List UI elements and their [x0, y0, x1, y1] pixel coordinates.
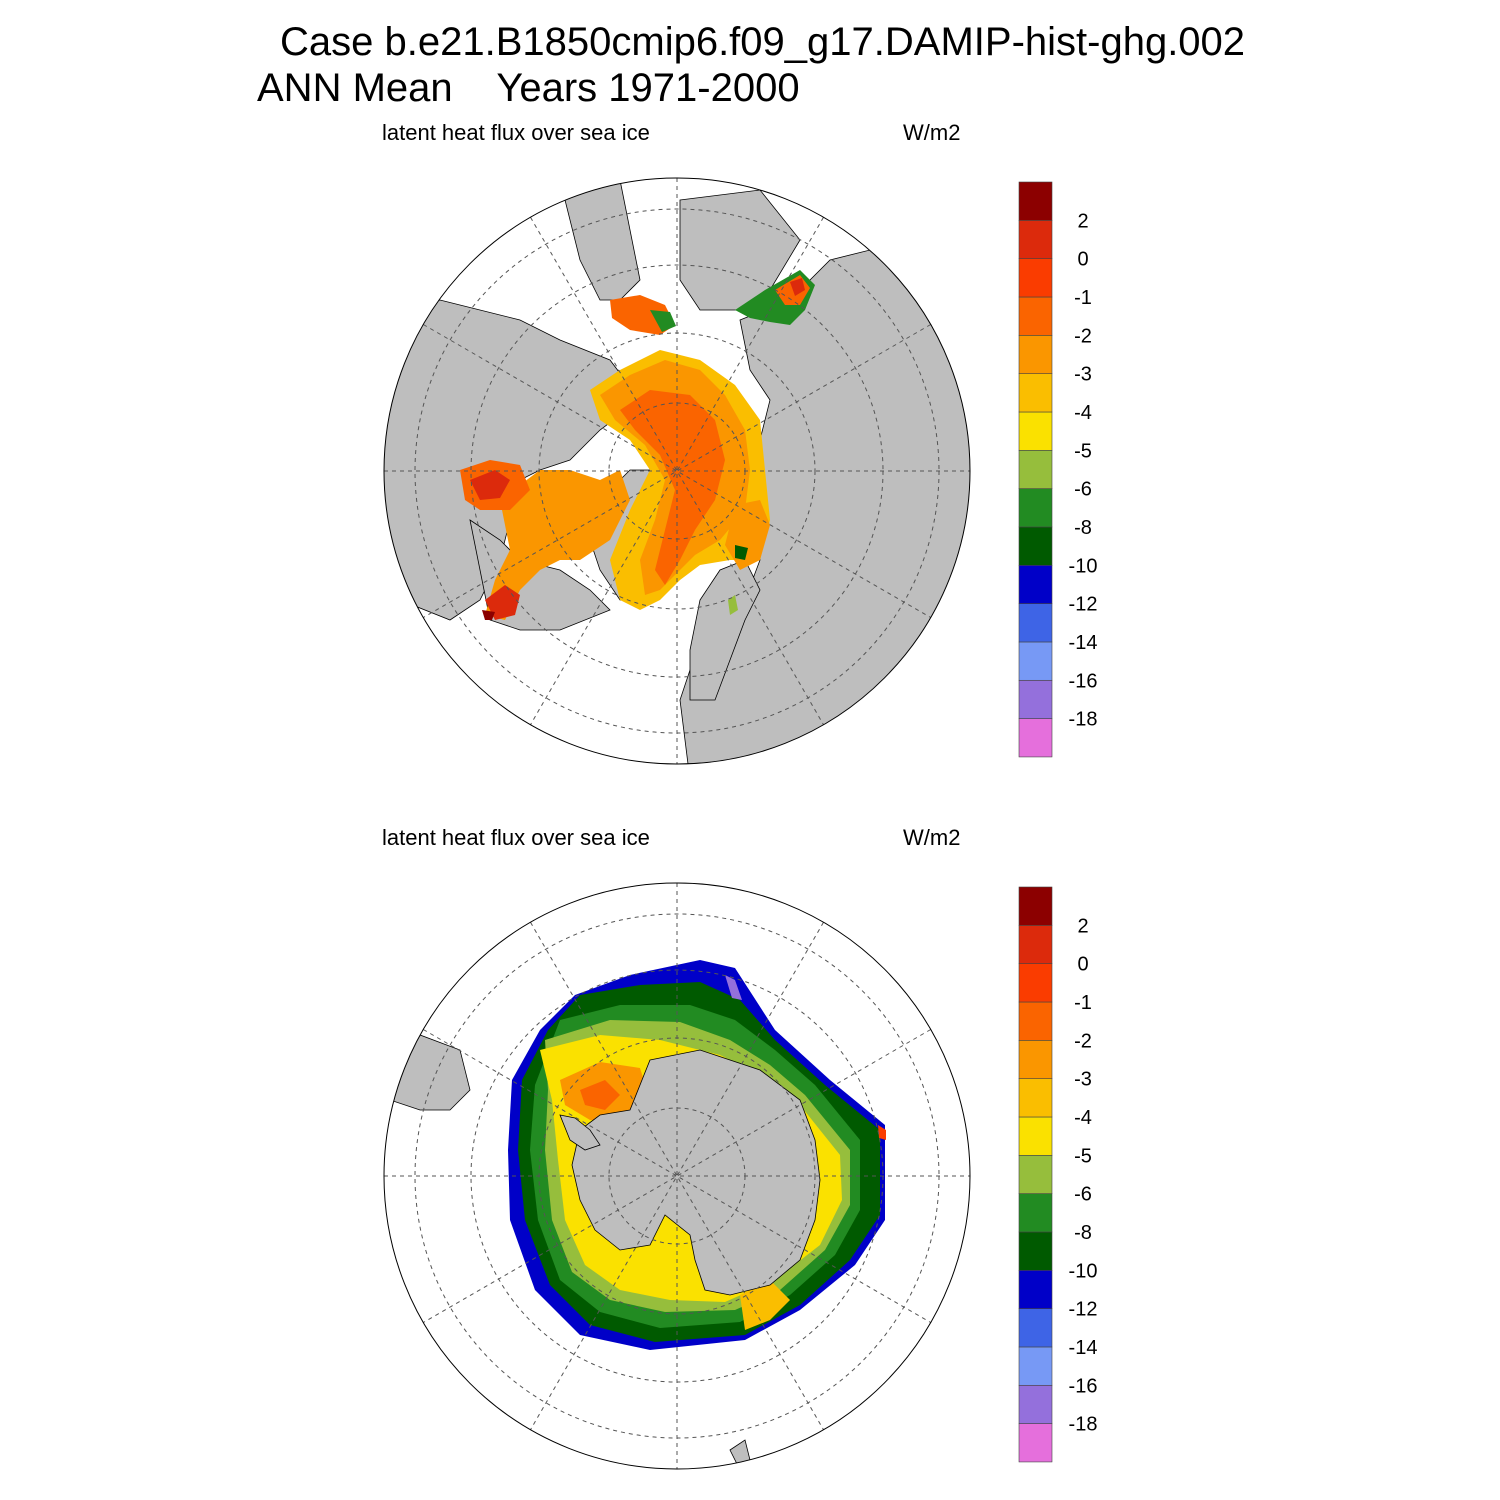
south-colorbar-bin: [1018, 1423, 1053, 1463]
south-colorbar-tick-label: -12: [1069, 1299, 1098, 1321]
north-colorbar-tick-label: -5: [1074, 440, 1092, 462]
south-colorbar-bin: [1018, 1231, 1053, 1271]
north-graticule: [384, 178, 970, 764]
south-colorbar-tick-label: -6: [1074, 1184, 1092, 1206]
south-colorbar-bin: [1018, 886, 1053, 926]
north-colorbar-bin: [1018, 526, 1053, 566]
south-colorbar-tick-label: -8: [1074, 1222, 1092, 1244]
south-colorbar-bin: [1018, 963, 1053, 1003]
north-colorbar-bin: [1018, 296, 1053, 336]
north-okhotsk-red: [790, 278, 805, 296]
south-colorbar-bin: [1018, 1193, 1053, 1233]
south-colorbar-tick-label: -14: [1069, 1337, 1098, 1359]
south-colorbar-bin: [1018, 1308, 1053, 1348]
south-colorbar-tick-label: -5: [1074, 1145, 1092, 1167]
north-colorbar-tick-label: -3: [1074, 364, 1092, 386]
north-colorbar-bin: [1018, 181, 1053, 221]
north-labrador-max: [482, 610, 495, 620]
north-colorbar-bin: [1018, 450, 1053, 489]
north-colorbar-bin: [1018, 411, 1053, 451]
north-map-border: [383, 177, 971, 765]
south-colorbar-tick-label: -3: [1074, 1069, 1092, 1091]
north-colorbar-bin: [1018, 488, 1053, 528]
south-colorbar-bin: [1018, 1001, 1053, 1041]
south-land-antarctic-peninsula: [559, 1114, 601, 1151]
north-colorbar-bin: [1018, 373, 1053, 413]
north-colorbar-bin: [1018, 603, 1053, 643]
north-colorbar-tick-label: -6: [1074, 479, 1092, 501]
north-colorbar: -18-16-14-12-10-8-6-5-4-3-2-102: [1018, 181, 1098, 758]
north-colorbar-tick-label: -2: [1074, 325, 1092, 347]
south-colorbar-bin: [1018, 1384, 1053, 1424]
north-hudson-core: [470, 470, 510, 500]
north-colorbar-tick-label: -8: [1074, 517, 1092, 539]
north-colorbar-tick-label: -1: [1074, 287, 1092, 309]
north-colorbar-bin: [1018, 220, 1053, 259]
south-colorbar-bin: [1018, 1078, 1053, 1118]
north-colorbar-tick-label: -18: [1069, 709, 1098, 731]
north-colorbar-tick-label: -12: [1069, 594, 1098, 616]
south-colorbar-tick-label: -4: [1074, 1107, 1092, 1129]
north-units-label: W/m2: [903, 120, 961, 145]
figure-title-period: ANN Mean Years 1971-2000: [257, 66, 800, 110]
south-colorbar-tick-label: -10: [1069, 1260, 1098, 1282]
north-colorbar-bin: [1018, 641, 1053, 681]
north-colorbar-tick-label: 0: [1077, 249, 1088, 271]
north-baffin-ice: [485, 470, 630, 620]
south-colorbar-bin: [1018, 1346, 1053, 1386]
north-land-scandinavia: [689, 559, 761, 701]
south-weddell-core: [580, 1080, 620, 1110]
north-colorbar-tick-label: -10: [1069, 555, 1098, 577]
north-colorbar-tick-label: -14: [1069, 632, 1098, 654]
north-colorbar-bin: [1018, 258, 1053, 298]
north-sea-ice-field: [460, 270, 815, 620]
north-colorbar-tick-label: 2: [1077, 210, 1088, 232]
north-barents-green: [735, 545, 748, 560]
north-bering-green: [650, 310, 676, 332]
south-map-border: [383, 882, 971, 1470]
north-colorbar-bin: [1018, 718, 1053, 758]
south-colorbar-tick-label: -16: [1069, 1375, 1098, 1397]
south-variable-label: latent heat flux over sea ice: [382, 825, 650, 850]
north-variable-label: latent heat flux over sea ice: [382, 120, 650, 145]
south-units-label: W/m2: [903, 825, 961, 850]
north-colorbar-tick-label: -16: [1069, 670, 1098, 692]
south-colorbar-bin: [1018, 925, 1053, 964]
south-colorbar-tick-label: 0: [1077, 954, 1088, 976]
south-colorbar-tick-label: -2: [1074, 1030, 1092, 1052]
north-colorbar-bin: [1018, 679, 1053, 719]
south-edge-red: [878, 1125, 886, 1140]
south-colorbar: -18-16-14-12-10-8-6-5-4-3-2-102: [1018, 886, 1098, 1463]
north-colorbar-tick-label: -4: [1074, 402, 1092, 424]
north-colorbar-bin: [1018, 335, 1053, 374]
north-polar-map[interactable]: [360, 177, 980, 780]
south-polar-map[interactable]: [380, 882, 971, 1470]
south-ross-edge: [740, 1280, 790, 1330]
north-arctic-pack-core: [620, 390, 725, 585]
south-colorbar-bin: [1018, 1155, 1053, 1194]
figure-title-case: Case b.e21.B1850cmip6.f09_g17.DAMIP-hist…: [280, 20, 1246, 64]
south-colorbar-bin: [1018, 1270, 1053, 1309]
south-colorbar-tick-label: -18: [1069, 1414, 1098, 1436]
south-colorbar-bin: [1018, 1116, 1053, 1156]
south-graticule: [384, 883, 970, 1469]
north-colorbar-bin: [1018, 564, 1053, 604]
north-baltic-ice: [728, 595, 738, 615]
south-colorbar-tick-label: 2: [1077, 915, 1088, 937]
south-colorbar-bin: [1018, 1040, 1053, 1079]
south-edge-purple: [725, 975, 742, 1000]
south-colorbar-tick-label: -1: [1074, 992, 1092, 1014]
